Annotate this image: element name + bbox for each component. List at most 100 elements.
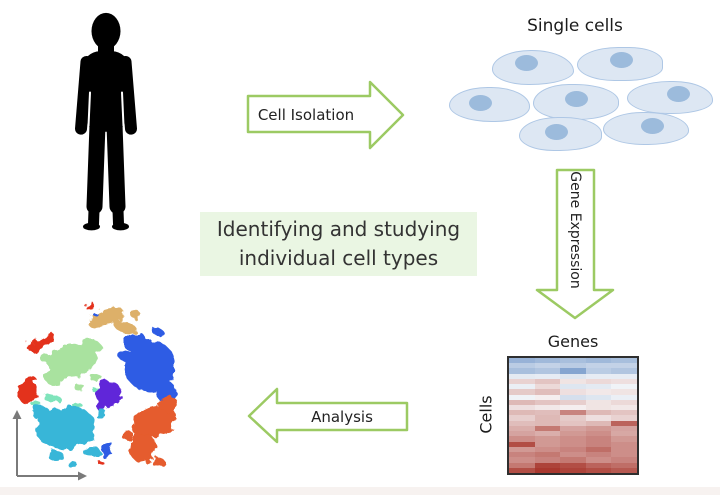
heatmap-cell [534, 452, 561, 458]
heatmap-cell [611, 404, 637, 411]
tsne-cluster-blue [101, 441, 113, 459]
heatmap-cell [560, 384, 586, 390]
tsne-cluster-red [29, 333, 55, 353]
heatmap-cell [611, 358, 637, 364]
heatmap-cell [611, 368, 637, 374]
heatmap-cell [509, 389, 535, 395]
tsne-cluster-red [26, 342, 34, 350]
heatmap-cell [560, 378, 586, 385]
heatmap-cell [560, 446, 586, 453]
cell-nucleus [666, 86, 690, 103]
tsne-cluster-lightgreen [90, 374, 102, 382]
tsne-cluster-orangered [131, 405, 177, 439]
heatmap-cell [509, 399, 535, 405]
human-silhouette-icon [75, 12, 137, 231]
heatmap-cell [560, 436, 586, 442]
left-block-arrow-icon [247, 387, 409, 444]
tsne-cluster-cyan [32, 406, 50, 420]
cell-nucleus [564, 90, 588, 107]
heatmap-cell [611, 394, 637, 400]
heatmap-cell [611, 415, 637, 421]
heatmap-cell [560, 399, 586, 405]
heatmap-cell [509, 394, 535, 400]
heatmap-cell [585, 368, 612, 374]
heatmap-cell [534, 462, 561, 468]
heatmap-cell [534, 378, 561, 385]
heatmap-cell [585, 373, 612, 379]
single-cell [533, 84, 619, 120]
heatmap-cell [585, 452, 612, 458]
cell-isolation-arrow: Cell Isolation [246, 80, 405, 150]
single-cell [492, 50, 574, 85]
heatmap-cell [585, 378, 612, 385]
heatmap-cell [509, 410, 535, 416]
heatmap-cell [509, 457, 535, 463]
heatmap-cell [585, 389, 612, 395]
heatmap-cell [534, 441, 561, 447]
tsne-cluster-red [17, 378, 37, 404]
heatmap-cell [560, 389, 586, 395]
heatmap-title: Genes [547, 332, 599, 351]
cell-nucleus [641, 117, 665, 134]
heatmap-cell [509, 373, 535, 379]
single-cell [627, 81, 713, 114]
heatmap-cell [534, 467, 561, 473]
heatmap-cell [585, 363, 612, 369]
heatmap-cell [560, 404, 586, 411]
heatmap-cell [611, 431, 637, 437]
tsne-cluster-lightgreen [45, 370, 67, 386]
heatmap-cell [560, 363, 586, 369]
tsne-cluster-blue [93, 312, 97, 316]
tsne-cluster-red [97, 460, 103, 464]
tsne-cluster-blue [152, 327, 164, 337]
heatmap-cell [611, 452, 637, 458]
gene-expression-label: Gene Expression [567, 171, 583, 288]
tsne-cluster-lightgreen [40, 353, 52, 363]
heatmap-cell [585, 394, 612, 400]
heatmap-cell [611, 384, 637, 390]
tsne-cluster-mint [31, 401, 41, 407]
heatmap-cell [509, 467, 535, 473]
heatmap-cell [509, 425, 535, 432]
heatmap-cell [534, 415, 561, 421]
tsne-cluster-plot [12, 302, 178, 481]
tsne-cluster-red [85, 302, 95, 310]
tsne-cluster-cyan [48, 451, 64, 461]
heatmap-cell [509, 384, 535, 390]
heatmap-cell [611, 462, 637, 468]
heatmap-cell [560, 394, 586, 400]
heatmap-cell [611, 389, 637, 395]
heatmap-cell [585, 404, 612, 411]
tsne-cluster-tan [113, 320, 137, 334]
heatmap-cell [611, 457, 637, 463]
heatmap-cell [509, 441, 535, 447]
gene-expression-arrow: Gene Expression [535, 168, 615, 320]
heatmap-ylabel: Cells [476, 395, 496, 434]
single-cell [577, 47, 663, 81]
analysis-arrow: Analysis [247, 387, 409, 444]
heatmap-cell [585, 410, 612, 416]
heatmap-cell [560, 368, 586, 374]
heatmap-cell [611, 467, 637, 473]
heatmap-cell [585, 420, 612, 426]
tsne-cluster-orangered [151, 458, 165, 466]
heatmap-cell [560, 457, 586, 463]
heatmap-cell [611, 446, 637, 453]
heatmap-cell [509, 415, 535, 421]
heatmap-cell [534, 436, 561, 442]
tsne-cluster-purple [96, 401, 106, 411]
heatmap-cell [560, 373, 586, 379]
center-note-line2: individual cell types [238, 246, 439, 270]
tsne-clusters [17, 302, 178, 467]
heatmap-cell [509, 431, 535, 437]
heatmap-cell [534, 399, 561, 405]
tsne-cluster-purple [96, 381, 122, 407]
heatmap-cell [585, 431, 612, 437]
cell-nucleus [544, 124, 568, 141]
heatmap-cell [534, 389, 561, 395]
heatmap-cell [585, 457, 612, 463]
heatmap-cell [534, 384, 561, 390]
heatmap-cell [560, 358, 586, 364]
heatmap-cell [611, 378, 637, 385]
